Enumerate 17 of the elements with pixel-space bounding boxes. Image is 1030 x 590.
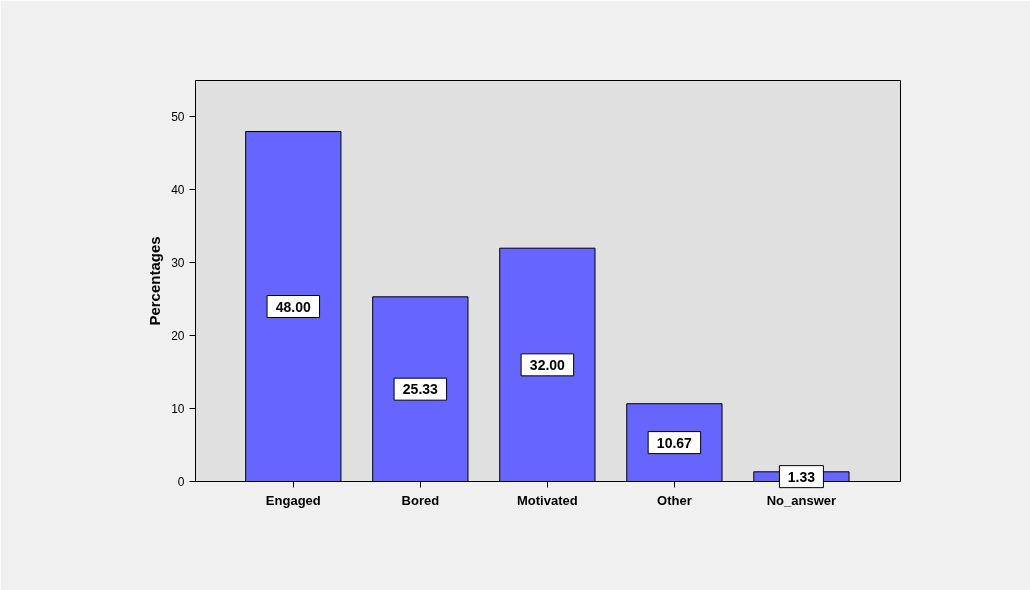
x-tick-label: Other [657,492,692,508]
x-tick-label: Bored [401,492,440,508]
data-label: 25.33 [402,381,439,398]
y-tick-label: 10 [171,402,185,417]
x-tick-label: Motivated [517,492,578,508]
y-tick-label: 30 [171,256,185,271]
data-label: 1.33 [787,468,816,485]
data-label: 10.67 [656,434,693,451]
y-tick-label: 50 [171,110,185,125]
x-tick-label: No_answer [766,492,837,508]
y-tick-label: 40 [171,183,185,198]
y-axis-title: Percentages [146,236,164,326]
data-label: 32.00 [529,356,566,373]
y-tick-label: 20 [171,329,185,344]
data-label: 48.00 [275,298,312,315]
x-tick-label: Engaged [265,492,321,508]
y-tick-label: 0 [177,475,185,489]
